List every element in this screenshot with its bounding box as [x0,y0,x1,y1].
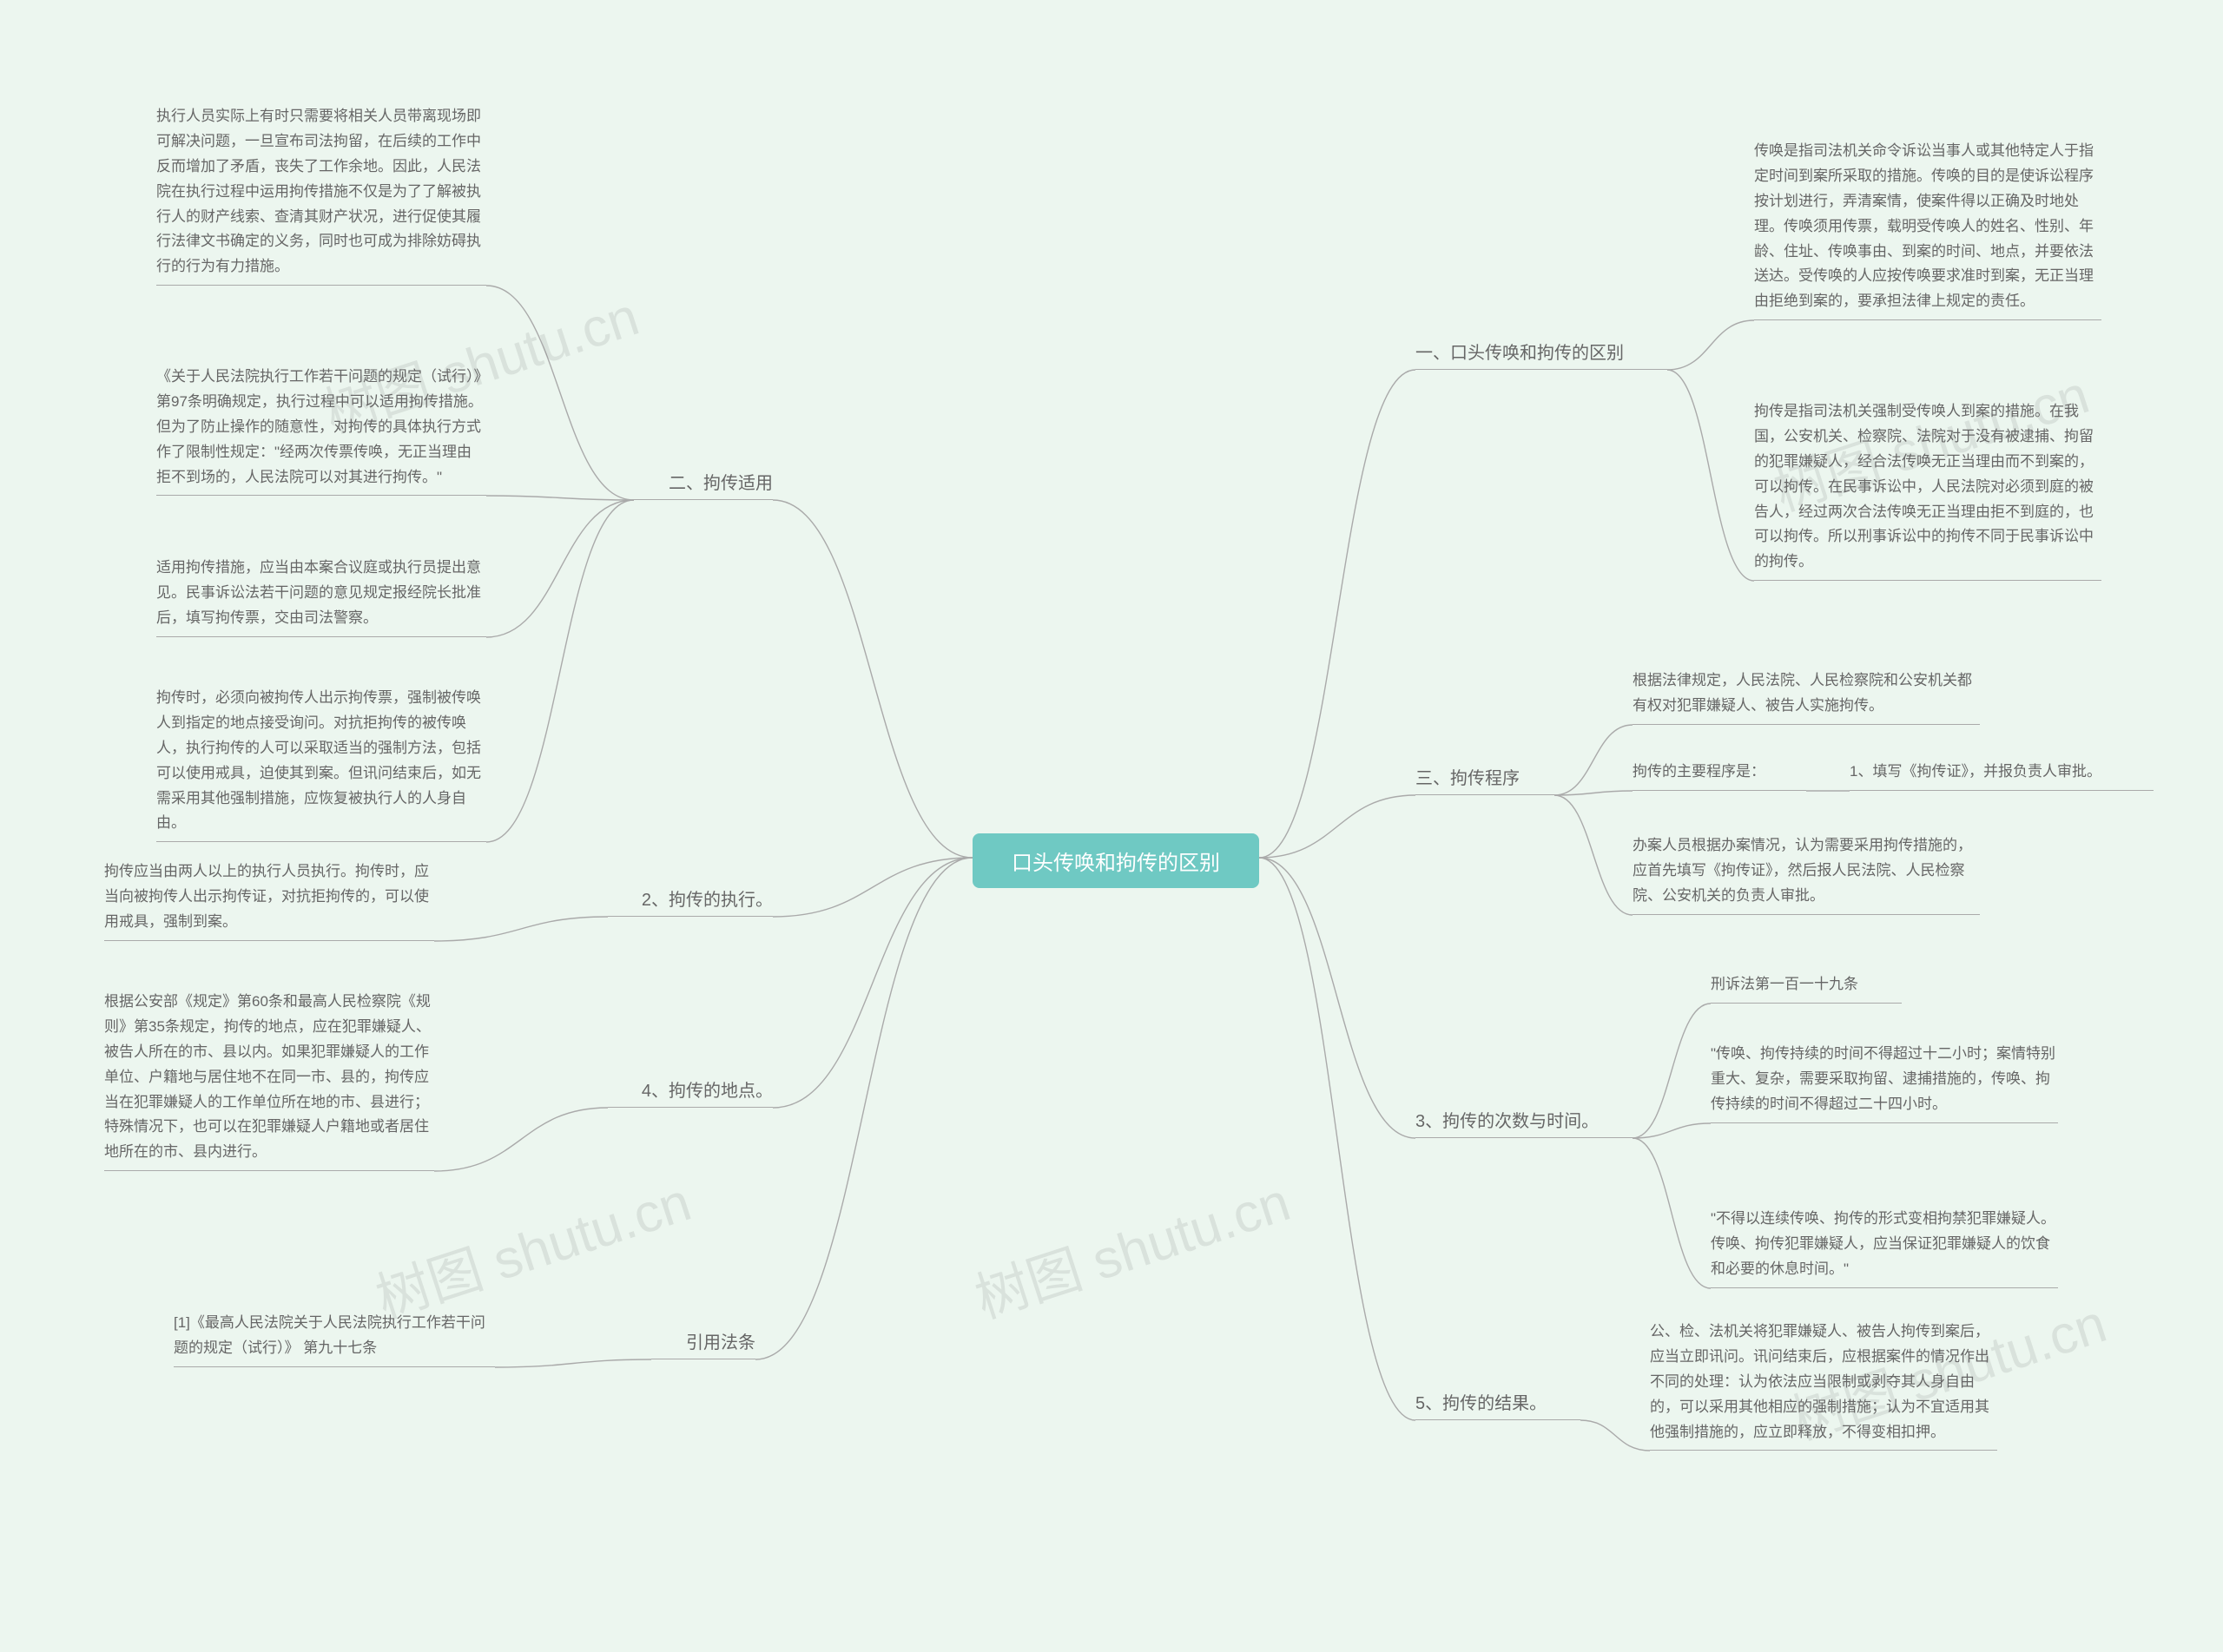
leaf-node: 根据公安部《规定》第60条和最高人民检察院《规则》第35条规定，拘传的地点，应在… [104,990,434,1171]
leaf-node: 执行人员实际上有时只需要将相关人员带离现场即可解决问题，一旦宣布司法拘留，在后续… [156,104,486,286]
center-node: 口头传唤和拘传的区别 [973,833,1259,888]
leaf-node: 拘传时，必须向被拘传人出示拘传票，强制被传唤人到指定的地点接受询问。对抗拒拘传的… [156,686,486,842]
branch-label: 2、拘传的执行。 [608,885,773,917]
branch-label: 引用法条 [651,1328,755,1359]
leaf-node: 根据法律规定，人民法院、人民检察院和公安机关都有权对犯罪嫌疑人、被告人实施拘传。 [1633,668,1980,725]
branch-label: 二、拘传适用 [634,469,773,500]
leaf-node: 《关于人民法院执行工作若干问题的规定（试行）》第97条明确规定，执行过程中可以适… [156,365,486,496]
leaf-node: 公、检、法机关将犯罪嫌疑人、被告人拘传到案后，应当立即讯问。讯问结束后，应根据案… [1650,1320,1997,1451]
watermark: 树图 shutu.cn [365,1158,699,1333]
leaf-node: [1]《最高人民法院关于人民法院执行工作若干问题的规定（试行）》 第九十七条 [174,1311,495,1367]
watermark: 树图 shutu.cn [964,1158,1298,1333]
leaf-node: 办案人员根据办案情况，认为需要采用拘传措施的，应首先填写《拘传证》，然后报人民法… [1633,833,1980,915]
leaf-node: 拘传应当由两人以上的执行人员执行。拘传时，应当向被拘传人出示拘传证，对抗拒拘传的… [104,859,434,941]
branch-label: 3、拘传的次数与时间。 [1415,1107,1633,1138]
leaf-node: 拘传是指司法机关强制受传唤人到案的措施。在我国，公安机关、检察院、法院对于没有被… [1754,399,2101,581]
leaf-node: "传唤、拘传持续的时间不得超过十二小时；案情特别重大、复杂，需要采取拘留、逮捕措… [1711,1042,2058,1123]
leaf-node: 拘传的主要程序是： [1633,760,1806,791]
leaf-node: 刑诉法第一百一十九条 [1711,972,1902,1004]
branch-label: 5、拘传的结果。 [1415,1389,1580,1420]
branch-label: 三、拘传程序 [1415,764,1554,795]
leaf-node: "不得以连续传唤、拘传的形式变相拘禁犯罪嫌疑人。传唤、拘传犯罪嫌疑人，应当保证犯… [1711,1207,2058,1288]
leaf-node: 适用拘传措施，应当由本案合议庭或执行员提出意见。民事诉讼法若干问题的意见规定报经… [156,556,486,637]
branch-label: 4、拘传的地点。 [608,1076,773,1108]
leaf-node: 1、填写《拘传证》，并报负责人审批。 [1850,760,2154,791]
branch-label: 一、口头传唤和拘传的区别 [1415,339,1667,370]
center-label: 口头传唤和拘传的区别 [1012,852,1220,875]
leaf-node: 传唤是指司法机关命令诉讼当事人或其他特定人于指定时间到案所采取的措施。传唤的目的… [1754,139,2101,320]
